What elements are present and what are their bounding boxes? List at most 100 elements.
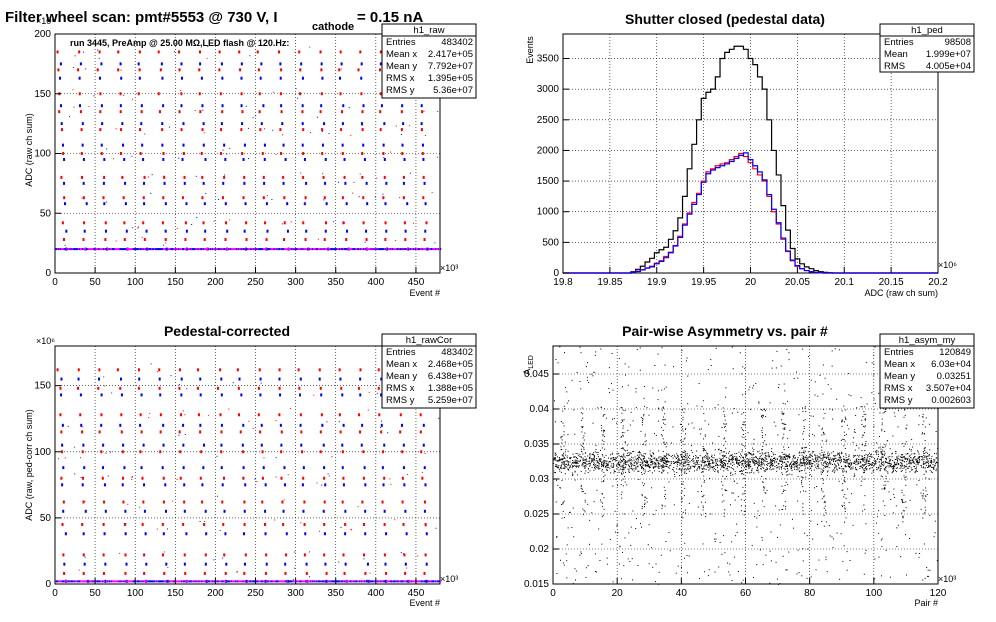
raw-point-red — [221, 196, 224, 200]
rawcor-point-blue — [158, 377, 161, 381]
asym-spike-point — [903, 445, 905, 447]
asym-point — [827, 455, 829, 457]
raw-baseline-point — [348, 248, 350, 251]
asym-spike-point — [841, 419, 843, 421]
asym-spike-point — [805, 490, 807, 492]
asym-spike-point — [641, 424, 643, 426]
asym-point — [612, 457, 614, 459]
asym-spike-point — [743, 514, 745, 516]
rawcor-baseline-point — [285, 580, 287, 583]
asym-spike-point — [744, 490, 746, 492]
asym-point — [914, 453, 916, 455]
asym-point — [731, 456, 733, 458]
rawcor-baseline-point — [120, 580, 122, 583]
raw-point-red — [283, 196, 286, 200]
asym-spike-point — [824, 501, 826, 503]
asym-point — [736, 461, 738, 463]
asym-point — [593, 464, 595, 466]
raw-baseline-point — [81, 248, 84, 251]
raw-baseline-point — [330, 248, 332, 251]
raw-point-red — [256, 50, 259, 54]
asym-point — [764, 457, 766, 459]
asym-spike-point — [583, 448, 585, 450]
rawcor-baseline-point — [354, 580, 356, 583]
rawcor-baseline-point — [212, 580, 215, 583]
asym-spike-point — [901, 453, 903, 455]
raw-baseline-point — [62, 248, 64, 251]
rawcor-baseline-point — [252, 580, 254, 583]
asym-point — [599, 449, 601, 451]
asym-point — [663, 462, 665, 464]
asym-point — [732, 474, 734, 476]
asym-point — [841, 451, 843, 453]
raw-baseline-point — [294, 248, 296, 251]
asym-point — [596, 460, 598, 462]
rawcor-point-scatter — [381, 420, 383, 422]
asym-point — [908, 462, 910, 464]
asym-spike-point — [861, 424, 863, 426]
raw-point-red — [241, 152, 244, 155]
asym-point — [651, 472, 653, 474]
rawcor-baseline-point — [135, 580, 138, 583]
asym-point — [858, 459, 860, 461]
asym-point — [574, 471, 576, 473]
asym-point — [747, 451, 749, 453]
asym-spike-point — [723, 459, 725, 461]
rawcor-baseline-point — [434, 580, 436, 583]
asym-spike-point — [681, 451, 683, 453]
raw-baseline-point — [332, 248, 334, 251]
asym-point — [583, 461, 585, 463]
rawcor-baseline-point — [359, 580, 361, 583]
raw-baseline-point — [158, 248, 161, 251]
rawcor-point-red — [377, 368, 380, 372]
asym-spike-point — [881, 453, 883, 455]
asym-point — [682, 464, 684, 466]
asym-point — [752, 462, 754, 464]
rawcor-point-scatter — [131, 477, 133, 479]
asym-point — [709, 463, 711, 465]
asym-point — [935, 461, 937, 463]
asym-noise-point — [826, 571, 828, 573]
asym-point — [593, 461, 595, 463]
asym-point — [807, 456, 809, 458]
asym-spike-point — [663, 486, 665, 488]
asym-point — [862, 465, 864, 467]
rawcor-point-scatter — [294, 551, 296, 553]
asym-point — [865, 459, 867, 461]
raw-point-red — [80, 175, 83, 179]
raw-baseline-point — [321, 248, 323, 251]
asym-point — [801, 464, 803, 466]
asym-point — [598, 459, 600, 461]
rawcor-baseline-point — [370, 580, 372, 583]
raw-baseline-point — [316, 248, 318, 251]
ped-xtick-label: 19.8 — [553, 277, 573, 288]
asym-spike-point — [764, 440, 766, 442]
asym-spike-point — [761, 459, 763, 461]
asym-point — [888, 458, 890, 460]
rawcor-point-scatter — [255, 477, 257, 479]
raw-baseline-point — [365, 248, 368, 251]
asym-noise-point — [906, 424, 908, 426]
asym-spike-point — [864, 462, 866, 464]
asym-point — [800, 459, 802, 461]
rawcor-baseline-point — [146, 580, 148, 583]
asym-point — [652, 466, 654, 468]
asym-point — [833, 469, 835, 471]
asym-point — [586, 460, 588, 462]
rawcor-baseline-point — [352, 580, 354, 583]
asym-point — [688, 470, 690, 472]
asym-spike-point — [863, 413, 865, 415]
raw-baseline-point — [212, 248, 215, 251]
rawcor-baseline-point — [321, 580, 323, 583]
asym-point — [876, 453, 878, 455]
asym-spike-point — [824, 505, 826, 507]
rawcor-baseline-point — [390, 580, 393, 583]
asym-spike-point — [700, 428, 702, 430]
raw-baseline-point — [220, 248, 222, 251]
raw-point-red — [184, 238, 187, 242]
raw-point-scatter — [348, 107, 350, 109]
rawcor-ylabel: ADC (raw, ped-corr ch sum) — [24, 409, 34, 521]
asym-point — [661, 465, 663, 467]
asym-point — [698, 466, 700, 468]
asym-point — [564, 473, 566, 475]
